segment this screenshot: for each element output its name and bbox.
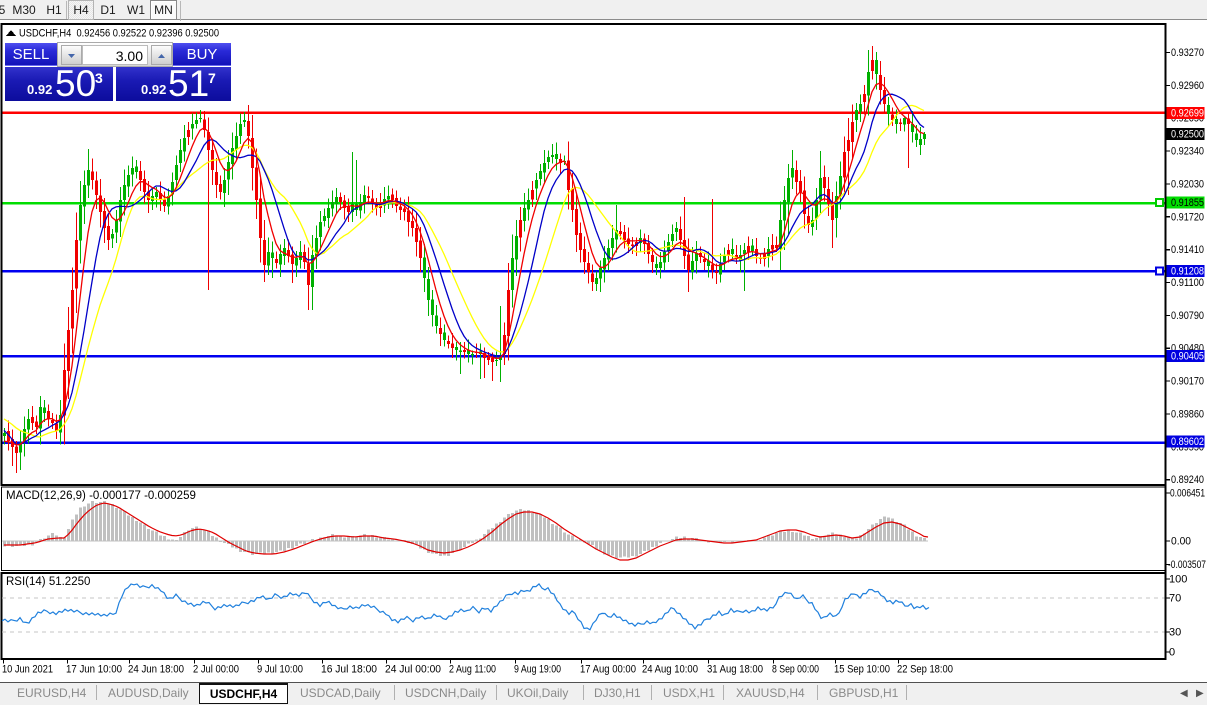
svg-text:9 Aug 19:00: 9 Aug 19:00 [514,664,561,676]
svg-text:0.91100: 0.91100 [1171,277,1204,289]
svg-text:0.006451: 0.006451 [1170,488,1205,500]
svg-text:0.91208: 0.91208 [1171,266,1204,278]
svg-text:0.00: 0.00 [1171,536,1191,548]
svg-text:2 Jul 00:00: 2 Jul 00:00 [193,664,239,676]
svg-text:0.91855: 0.91855 [1171,197,1204,209]
svg-text:0.92960: 0.92960 [1171,80,1204,92]
svg-text:0.92500: 0.92500 [1171,129,1204,141]
svg-text:8 Sep 00:00: 8 Sep 00:00 [772,664,819,676]
svg-text:0: 0 [1169,647,1175,659]
svg-text:-0.003507: -0.003507 [1168,559,1206,571]
svg-text:17 Jun 10:00: 17 Jun 10:00 [66,664,122,676]
svg-text:MACD(12,26,9) -0.000177 -0.000: MACD(12,26,9) -0.000177 -0.000259 [6,490,196,502]
svg-text:0.89240: 0.89240 [1171,474,1204,486]
svg-text:22 Sep 18:00: 22 Sep 18:00 [897,664,953,676]
svg-text:31 Aug 18:00: 31 Aug 18:00 [707,664,763,676]
svg-text:0.90170: 0.90170 [1171,376,1204,388]
svg-text:0.93270: 0.93270 [1171,47,1204,59]
svg-text:24 Aug 10:00: 24 Aug 10:00 [642,664,698,676]
svg-text:0.89602: 0.89602 [1171,436,1204,448]
svg-text:17 Aug 00:00: 17 Aug 00:00 [580,664,636,676]
svg-text:0.92340: 0.92340 [1171,146,1204,158]
svg-text:0.90405: 0.90405 [1171,351,1204,363]
svg-text:0.91720: 0.91720 [1171,211,1204,223]
svg-text:0.90790: 0.90790 [1171,310,1204,322]
svg-text:100: 100 [1169,574,1187,586]
svg-text:0.92699: 0.92699 [1171,107,1204,119]
svg-text:2 Aug 11:00: 2 Aug 11:00 [449,664,496,676]
svg-text:24 Jul 00:00: 24 Jul 00:00 [385,664,441,676]
svg-text:RSI(14) 51.2250: RSI(14) 51.2250 [6,576,90,588]
svg-text:16 Jul 18:00: 16 Jul 18:00 [321,664,377,676]
svg-text:USDCHF,H4 0.92456 0.92522 0.9: USDCHF,H4 0.92456 0.92522 0.92396 0.9250… [19,28,219,40]
svg-text:24 Jun 18:00: 24 Jun 18:00 [128,664,184,676]
svg-text:9 Jul 10:00: 9 Jul 10:00 [257,664,303,676]
svg-text:0.92030: 0.92030 [1171,178,1204,190]
svg-text:70: 70 [1169,593,1181,605]
svg-text:10 Jun 2021: 10 Jun 2021 [2,664,53,676]
svg-text:0.89860: 0.89860 [1171,409,1204,421]
svg-text:30: 30 [1169,627,1181,639]
svg-text:0.91410: 0.91410 [1171,244,1204,256]
svg-text:15 Sep 10:00: 15 Sep 10:00 [834,664,890,676]
